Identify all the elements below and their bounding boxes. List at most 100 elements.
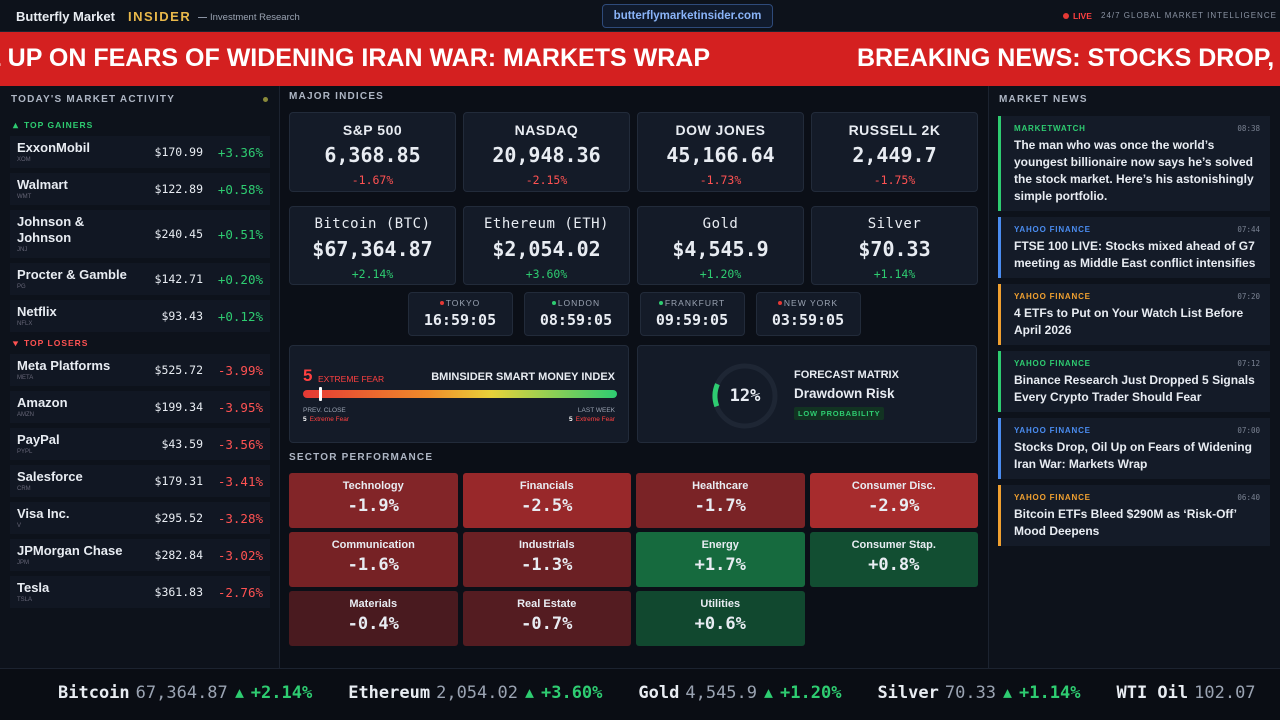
index-value: $2,054.02 [492, 237, 601, 261]
url[interactable]: butterflymarketinsider.com [602, 4, 773, 28]
price: $43.59 [161, 437, 203, 451]
section-title: TOP LOSERS [24, 338, 89, 348]
company: ExxonMobil XOM [17, 140, 141, 164]
news-item[interactable]: YAHOO FINANCE 07:12 Binance Research Just … [998, 351, 1270, 412]
price: $179.31 [154, 474, 203, 488]
live-dot [1063, 13, 1069, 19]
asset-change: +2.14% [250, 683, 313, 703]
time: 16:59:05 [423, 311, 497, 329]
news-meta: YAHOO FINANCE 07:20 [1014, 292, 1260, 301]
sector-tile: Financials -2.5% [462, 473, 631, 528]
price: $282.84 [154, 548, 203, 562]
news-time: 07:20 [1237, 292, 1260, 301]
mover-row: Walmart WMT $122.89 +0.58% [10, 173, 270, 205]
gainers: TOP GAINERS ExxonMobil XOM $170.99 +3.36% Wal… [0, 120, 280, 337]
company: Tesla TSLA [17, 580, 141, 604]
index-name: Silver [867, 216, 922, 232]
sector-tile: Utilities +0.6% [636, 591, 805, 646]
time: 08:59:05 [539, 311, 613, 329]
ticker-symbol: JNJ [17, 247, 28, 253]
news-item[interactable]: YAHOO FINANCE 07:20 4 ETFs to Put on Your … [998, 284, 1270, 345]
sector-name: Financials [519, 480, 574, 492]
headline: BREAKING NEWS: STOCKS DROP, OIL UP ON FE… [0, 44, 710, 72]
index-value: 6,368.85 [324, 143, 421, 167]
asset-change: +1.14% [1019, 683, 1081, 703]
status-dot [439, 301, 444, 305]
live: LIVE [1073, 11, 1092, 21]
index-card: Gold $4,545.9 +1.20% [637, 206, 804, 285]
price: $525.72 [154, 363, 203, 377]
index-card: RUSSELL 2K 2,449.7 -1.75% [811, 112, 978, 192]
clock-head: LONDON [525, 298, 628, 308]
company: PayPal PYPL [17, 432, 141, 456]
news-item[interactable]: YAHOO FINANCE 06:40 Bitcoin ETFs Bleed $29… [998, 485, 1270, 546]
news-item[interactable]: MARKETWATCH 08:38 The man who was once the… [998, 116, 1270, 211]
index-name: Gold [702, 216, 739, 232]
sector-name: Healthcare [692, 480, 749, 492]
mover-row: ExxonMobil XOM $170.99 +3.36% [10, 136, 270, 168]
banner-track: BREAKING NEWS: STOCKS DROP, OIL UP ON FE… [0, 44, 1280, 73]
tagline: Investment Research [210, 12, 300, 23]
news-time: 06:40 [1237, 493, 1260, 502]
news-headline: 4 ETFs to Put on Your Watch List Before … [1014, 306, 1244, 337]
losers: TOP LOSERS Meta Platforms META $525.72 -3.99… [0, 338, 280, 613]
history-label: Extreme Fear [309, 416, 349, 423]
fear-history: PREV. CLOSE 5 Extreme Fear [303, 406, 349, 424]
indicator [263, 97, 268, 102]
ticker-symbol: CRM [17, 486, 31, 492]
mover-row: PayPal PYPL $43.59 -3.56% [10, 428, 270, 460]
news-source: YAHOO FINANCE [1014, 493, 1091, 502]
market-activity: TODAY'S MARKET ACTIVITY TOP GAINERS Exxon… [0, 86, 280, 668]
news-headline: Bitcoin ETFs Bleed $290M as ‘Risk-Off’ M… [1014, 507, 1237, 538]
sector-change: -0.4% [347, 614, 399, 634]
fear-scale [303, 387, 617, 401]
news-source: MARKETWATCH [1014, 124, 1086, 133]
sector-name: Utilities [700, 598, 741, 610]
ticker-symbol: PG [17, 284, 26, 290]
fear-value: 5 [303, 366, 313, 385]
news-meta: YAHOO FINANCE 07:12 [1014, 359, 1260, 368]
arrow-icon [12, 122, 19, 128]
sector-name: Energy [701, 539, 739, 551]
sector-tile: Consumer Stap. +0.8% [809, 532, 978, 587]
company-name: Walmart [17, 177, 68, 192]
forecast-subtitle: Drawdown Risk [794, 386, 895, 401]
section-title: SECTOR PERFORMANCE [289, 452, 434, 463]
news-headline: FTSE 100 LIVE: Stocks mixed ahead of G7 … [1014, 239, 1256, 270]
news-time: 08:38 [1237, 124, 1260, 133]
clock-head: NEW YORK [757, 298, 860, 308]
sector-tile: Communication -1.6% [289, 532, 458, 587]
asset-name: Bitcoin [58, 683, 130, 703]
sector-change: -2.5% [521, 496, 573, 516]
index-name: Bitcoin (BTC) [314, 216, 431, 232]
arrow-icon [12, 340, 19, 346]
history-title: LAST WEEK [577, 407, 615, 414]
company-name: JPMorgan Chase [17, 543, 123, 558]
news-meta: YAHOO FINANCE 06:40 [1014, 493, 1260, 502]
ticker-symbol: XOM [17, 157, 31, 163]
clock: LONDON 08:59:05 [523, 292, 629, 336]
index-card: NASDAQ 20,948.36 -2.15% [463, 112, 630, 192]
change: +0.20% [217, 271, 263, 287]
asset-change: +1.20% [780, 683, 842, 703]
news-headline: Stocks Drop, Oil Up on Fears of Widening… [1014, 440, 1252, 471]
sector-change: -1.7% [694, 496, 746, 516]
sector-tile: Real Estate -0.7% [462, 591, 631, 646]
asset-name: WTI Oil [1116, 683, 1189, 703]
index-cards: S&P 500 6,368.85 -1.67% NASDAQ 20,948.36 -2.1… [289, 112, 978, 285]
index-change: +2.14% [351, 267, 394, 281]
section-title: MAJOR INDICES [289, 91, 385, 102]
ticker-symbol: META [17, 375, 34, 381]
index-value: 2,449.7 [852, 143, 937, 167]
change: -3.41% [217, 473, 263, 489]
forecast: 12% FORECAST MATRIX Drawdown Risk LOW PROBA… [637, 345, 977, 443]
news-time: 07:00 [1237, 426, 1260, 435]
company-name: Visa Inc. [17, 506, 70, 521]
change: -3.56% [217, 436, 263, 452]
news-item[interactable]: YAHOO FINANCE 07:44 FTSE 100 LIVE: Stocks … [998, 217, 1270, 278]
ticker-item: Gold 4,545.9 +1.20% [638, 683, 841, 703]
mover-row: JPMorgan Chase JPM $282.84 -3.02% [10, 539, 270, 571]
center-panel: MAJOR INDICES S&P 500 6,368.85 -1.67% NASDA… [280, 86, 988, 668]
company: Visa Inc. V [17, 506, 141, 530]
news-item[interactable]: YAHOO FINANCE 07:00 Stocks Drop, Oil Up on… [998, 418, 1270, 479]
